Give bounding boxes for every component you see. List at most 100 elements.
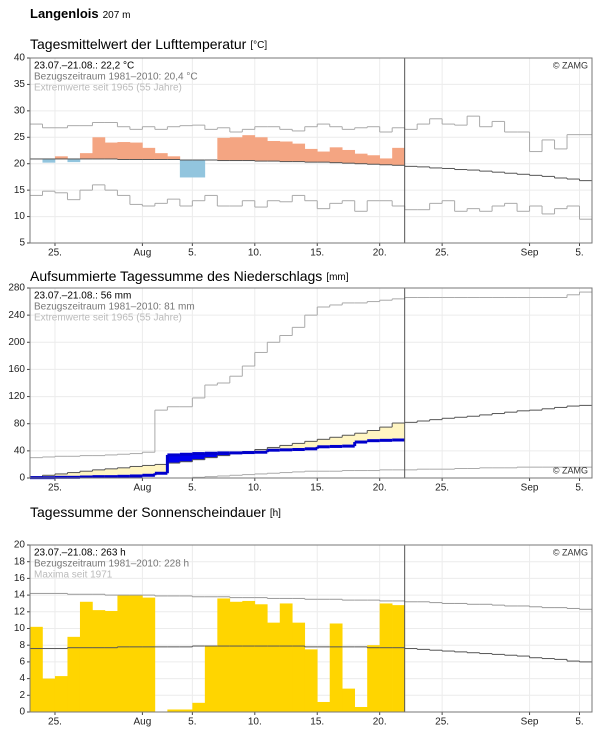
anomaly-bar — [167, 454, 181, 464]
title-unit: [h] — [270, 508, 281, 519]
y-tick-label: 2 — [19, 690, 25, 701]
x-tick-label: 20. — [373, 717, 387, 728]
anomaly-bar — [342, 149, 356, 164]
anomaly-bar — [317, 151, 331, 163]
anomaly-bar — [154, 464, 168, 474]
plot-frame — [29, 544, 593, 713]
station-header: Langenlois 207 m — [30, 6, 130, 21]
y-tick-label: 6 — [19, 657, 25, 668]
anomaly-bar — [354, 433, 368, 443]
anomaly-bar — [379, 158, 393, 165]
panel: Tagessumme der Sonnenscheindauer [h] 0 2 4 6 8… — [14, 504, 593, 728]
panel-title: Tagesmittelwert der Lufttemperatur [°C] — [30, 36, 267, 52]
y-tick-label: 14 — [14, 590, 26, 601]
bar — [342, 688, 356, 712]
x-tick-label: 15. — [310, 483, 324, 494]
bar — [129, 595, 143, 712]
panel: Tagesmittelwert der Lufttemperatur [°C] 5 1… — [14, 36, 593, 259]
y-tick-label: 16 — [14, 573, 26, 584]
y-tick-label: 30 — [14, 105, 26, 116]
anomaly-bar — [129, 466, 143, 476]
annotation: 23.07.–21.08.: 263 h — [34, 548, 126, 559]
bar — [204, 646, 218, 712]
anomaly-bar — [392, 147, 405, 166]
y-tick-label: 20 — [14, 540, 26, 551]
title-unit: [mm] — [326, 272, 348, 283]
bar — [279, 603, 293, 712]
y-tick-label: 0 — [19, 707, 25, 718]
copyright: © ZAMG — [553, 547, 588, 557]
bar — [267, 622, 281, 712]
bar — [30, 626, 43, 712]
bar — [217, 598, 231, 712]
anomaly-bar — [329, 437, 343, 447]
x-tick-label: 20. — [373, 483, 387, 494]
anomaly-bar — [104, 142, 118, 159]
x-tick-label: 5. — [575, 248, 583, 259]
anomaly-bar — [117, 467, 131, 477]
x-tick-label: 10. — [248, 717, 262, 728]
y-tick-label: 35 — [14, 79, 26, 90]
anomaly-bar — [192, 160, 206, 178]
anomaly-bar — [142, 147, 156, 160]
annotation: 23.07.–21.08.: 56 mm — [34, 291, 131, 302]
x-tick-label: 15. — [310, 248, 324, 259]
annotation: 23.07.–21.08.: 22,2 °C — [34, 61, 134, 72]
anomaly-bar — [367, 430, 380, 441]
x-tick-label: 5. — [575, 483, 583, 494]
anomaly-bar — [304, 441, 318, 449]
panel-title: Aufsummierte Tagessumme des Niederschlag… — [30, 268, 349, 284]
y-tick-label: 160 — [8, 364, 25, 375]
bar — [367, 645, 380, 712]
x-tick-label: Aug — [134, 248, 152, 259]
x-tick-label: Aug — [134, 483, 152, 494]
bar — [104, 610, 118, 712]
title-text: Tagessumme der Sonnenscheindauer — [30, 504, 266, 520]
anomaly-bar — [242, 135, 256, 161]
anomaly-bar — [117, 142, 131, 160]
anomaly-bar — [142, 465, 156, 476]
y-tick-label: 15 — [14, 185, 26, 196]
bar — [54, 676, 68, 712]
bar — [167, 709, 181, 712]
x-tick-label: 25. — [435, 248, 449, 259]
anomaly-bar — [279, 445, 293, 450]
anomaly-bar — [292, 143, 306, 162]
y-tick-label: 40 — [14, 53, 26, 64]
x-tick-label: 25. — [435, 717, 449, 728]
y-tick-label: 280 — [8, 283, 25, 294]
anomaly-bar — [304, 148, 318, 163]
x-tick-label: Aug — [134, 717, 152, 728]
x-tick-label: 5. — [575, 717, 583, 728]
anomaly-bar — [279, 141, 293, 162]
plot-frame — [29, 287, 593, 479]
y-tick-label: 120 — [8, 391, 25, 402]
bar — [117, 595, 131, 712]
anomaly-bar — [229, 137, 243, 161]
anomaly-bar — [104, 468, 118, 477]
anomaly-bar — [179, 160, 193, 178]
anomaly-bar — [317, 439, 331, 447]
y-tick-label: 20 — [14, 158, 26, 169]
y-tick-label: 12 — [14, 606, 26, 617]
x-tick-label: 10. — [248, 483, 262, 494]
bar — [354, 706, 368, 712]
y-tick-label: 10 — [14, 623, 26, 634]
annotation: Extremwerte seit 1965 (55 Jahre) — [34, 313, 182, 324]
x-tick-label: 25. — [48, 717, 62, 728]
panel: Aufsummierte Tagessumme des Niederschlag… — [8, 268, 593, 494]
y-tick-label: 200 — [8, 337, 25, 348]
x-tick-label: 5. — [188, 483, 196, 494]
anomaly-bar — [54, 473, 68, 478]
panel-title: Tagessumme der Sonnenscheindauer [h] — [30, 504, 281, 520]
anomaly-bar — [79, 153, 93, 159]
anomaly-bar — [217, 137, 231, 161]
x-tick-label: 25. — [435, 483, 449, 494]
bar — [242, 600, 256, 712]
bar — [329, 623, 343, 712]
y-tick-label: 40 — [14, 445, 26, 456]
bar — [379, 603, 393, 712]
anomaly-bar — [329, 147, 343, 163]
annotation: Bezugszeitraum 1981–2010: 20,4 °C — [34, 72, 198, 83]
